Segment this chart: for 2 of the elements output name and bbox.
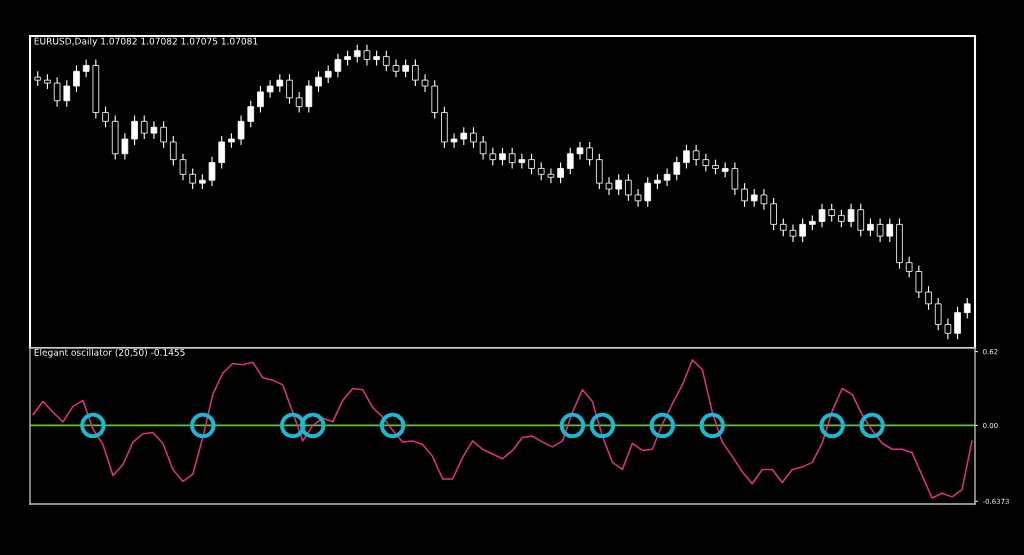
chart-title: Elegant oscillator (20,50) -0.1455 [34, 348, 185, 358]
chart-title: EURUSD,Daily 1.07082 1.07082 1.07075 1.07081 [34, 37, 258, 47]
